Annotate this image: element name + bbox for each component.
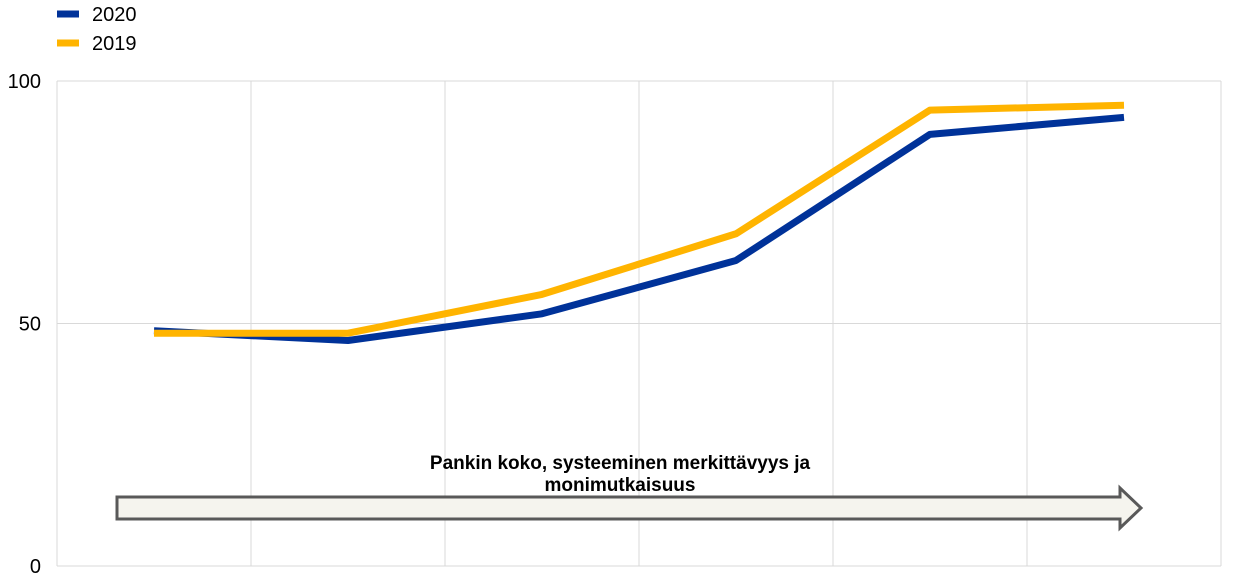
annotation-arrow: Pankin koko, systeeminen merkittävyys ja… bbox=[115, 453, 1144, 532]
annotation-line-2: monimutkaisuus bbox=[545, 475, 696, 496]
y-tick-label: 50 bbox=[19, 314, 41, 336]
series-lines bbox=[153, 101, 1125, 344]
y-tick-label: 100 bbox=[8, 71, 41, 93]
legend: 2020 2019 bbox=[57, 4, 137, 55]
series-line-2020 bbox=[153, 113, 1125, 344]
y-tick-label: 0 bbox=[30, 556, 41, 578]
y-axis-ticks: 0 50 100 bbox=[8, 71, 41, 578]
series-line-2019 bbox=[154, 101, 1125, 337]
legend-label-2020: 2020 bbox=[92, 4, 137, 26]
annotation-line-1: Pankin koko, systeeminen merkittävyys ja bbox=[430, 453, 811, 474]
grid bbox=[56, 80, 1222, 567]
legend-label-2019: 2019 bbox=[92, 33, 137, 55]
arrow-shape bbox=[115, 484, 1144, 532]
